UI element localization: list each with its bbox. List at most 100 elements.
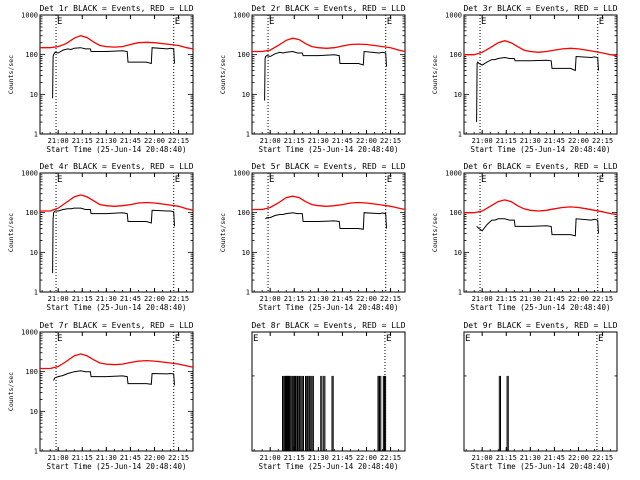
panel-title: Det 2r BLACK = Events, RED = LLD (251, 4, 405, 13)
series-events (476, 218, 599, 237)
y-tick-label: 1000 (445, 170, 462, 178)
x-axis-label: Start Time (25-Jun-14 20:48:40) (471, 303, 611, 312)
y-tick-label: 100 (449, 51, 462, 59)
series-lld (40, 35, 194, 50)
x-tick-label: 21:15 (72, 454, 93, 462)
series-events (265, 212, 387, 230)
x-axis-label: Start Time (25-Jun-14 20:48:40) (47, 303, 187, 312)
plot-frame (463, 14, 618, 135)
x-tick-label: 22:15 (380, 454, 401, 462)
event-marker-label: E (253, 334, 258, 344)
plot-frame (39, 172, 194, 293)
y-tick-label: 1000 (21, 170, 38, 178)
y-tick-label: 1000 (233, 170, 250, 178)
event-marker-label: E (175, 175, 180, 185)
panel-title: Det 5r BLACK = Events, RED = LLD (251, 162, 405, 171)
x-axis-label: Start Time (25-Jun-14 20:48:40) (47, 462, 187, 471)
x-axis-label: Start Time (25-Jun-14 20:48:40) (259, 303, 399, 312)
x-tick-label: 22:00 (356, 137, 377, 145)
event-marker-label: E (481, 175, 486, 185)
y-axis-label: Counts/sec (431, 213, 439, 252)
series-lld (464, 199, 618, 216)
x-tick-label: 21:15 (496, 137, 517, 145)
event-marker-label: E (57, 334, 62, 344)
x-tick-label: 21:30 (520, 137, 541, 145)
x-tick-label: 21:45 (544, 454, 565, 462)
x-tick-label: 21:45 (332, 454, 353, 462)
event-marker-label: E (481, 17, 486, 27)
x-tick-label: 21:00 (260, 137, 281, 145)
y-tick-label: 1 (246, 131, 250, 139)
panel-title: Det 1r BLACK = Events, RED = LLD (39, 4, 193, 13)
x-axis-label: Start Time (25-Jun-14 20:48:40) (259, 462, 399, 471)
y-tick-label: 10 (30, 249, 38, 257)
x-axis-label: Start Time (25-Jun-14 20:48:40) (47, 145, 187, 154)
x-tick-label: 21:45 (120, 295, 141, 303)
x-tick-label: 21:45 (120, 137, 141, 145)
series-events (52, 47, 175, 99)
x-tick-label: 21:15 (72, 295, 93, 303)
y-tick-label: 10 (242, 249, 250, 257)
event-marker-label: E (599, 175, 604, 185)
x-tick-label: 21:15 (496, 295, 517, 303)
x-tick-label: 22:15 (592, 137, 613, 145)
x-tick-label: 21:45 (544, 295, 565, 303)
panel-det-2: Det 2r BLACK = Events, RED = LLD 21:00 21:… (219, 4, 406, 154)
x-tick-label: 22:00 (356, 295, 377, 303)
panel-title: Det 8r BLACK = Events, RED = LLD (251, 321, 405, 330)
x-tick-label: 21:15 (284, 454, 305, 462)
y-tick-label: 100 (25, 209, 38, 217)
y-tick-label: 1000 (445, 12, 462, 20)
y-tick-label: 1000 (233, 12, 250, 20)
x-tick-label: 22:00 (568, 295, 589, 303)
x-tick-label: 22:15 (168, 454, 189, 462)
x-tick-label: 21:30 (520, 295, 541, 303)
x-axis-label: Start Time (25-Jun-14 20:48:40) (471, 462, 611, 471)
x-tick-label: 22:15 (592, 454, 613, 462)
y-tick-label: 1000 (21, 329, 38, 337)
x-tick-label: 22:00 (568, 137, 589, 145)
series-events (476, 55, 599, 123)
series-lld (252, 195, 406, 211)
series-lld (464, 40, 618, 57)
y-tick-label: 10 (30, 408, 38, 416)
x-tick-label: 21:00 (472, 454, 493, 462)
x-tick-label: 21:30 (96, 454, 117, 462)
x-tick-label: 21:00 (48, 295, 69, 303)
y-axis-label: Counts/sec (219, 213, 227, 252)
event-marker-label: E (465, 334, 470, 344)
x-tick-label: 21:00 (48, 137, 69, 145)
x-tick-label: 22:15 (168, 295, 189, 303)
y-tick-label: 1 (34, 131, 38, 139)
event-marker-label: E (387, 17, 392, 27)
y-tick-label: 1 (458, 289, 462, 297)
series-events (52, 207, 175, 274)
x-tick-label: 22:00 (144, 137, 165, 145)
x-tick-label: 22:15 (168, 137, 189, 145)
x-tick-label: 21:15 (496, 454, 517, 462)
x-tick-label: 21:15 (284, 137, 305, 145)
y-tick-label: 10 (454, 249, 462, 257)
x-tick-label: 21:45 (120, 454, 141, 462)
x-tick-label: 21:00 (260, 295, 281, 303)
series-lld (40, 194, 194, 212)
y-tick-label: 1 (34, 448, 38, 456)
plot-frame (251, 331, 406, 452)
y-tick-label: 100 (25, 368, 38, 376)
y-tick-label: 10 (30, 91, 38, 99)
series-lld (252, 37, 406, 53)
y-axis-label: Counts/sec (219, 55, 227, 94)
series-events (52, 370, 175, 386)
x-tick-label: 21:30 (96, 137, 117, 145)
y-tick-label: 100 (25, 51, 38, 59)
event-marker-label: E (386, 334, 391, 344)
panel-title: Det 4r BLACK = Events, RED = LLD (39, 162, 193, 171)
y-tick-label: 100 (449, 209, 462, 217)
panel-title: Det 3r BLACK = Events, RED = LLD (463, 4, 617, 13)
x-tick-label: 22:15 (592, 295, 613, 303)
